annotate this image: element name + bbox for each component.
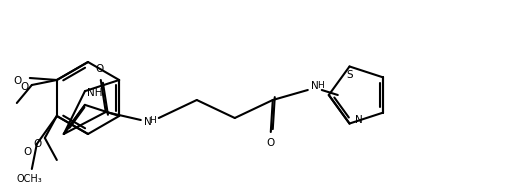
Text: N: N (311, 81, 319, 91)
Text: N: N (354, 114, 362, 124)
Text: N: N (144, 117, 152, 127)
Text: H: H (317, 81, 323, 90)
Text: O: O (96, 64, 104, 74)
Text: O: O (267, 138, 275, 148)
Text: H: H (149, 116, 155, 125)
Text: OCH₃: OCH₃ (17, 174, 43, 184)
Text: S: S (346, 71, 353, 81)
Text: O: O (24, 147, 32, 157)
Text: O: O (21, 82, 29, 92)
Text: O: O (14, 76, 22, 86)
Text: O: O (34, 139, 42, 149)
Text: NH: NH (87, 88, 103, 98)
